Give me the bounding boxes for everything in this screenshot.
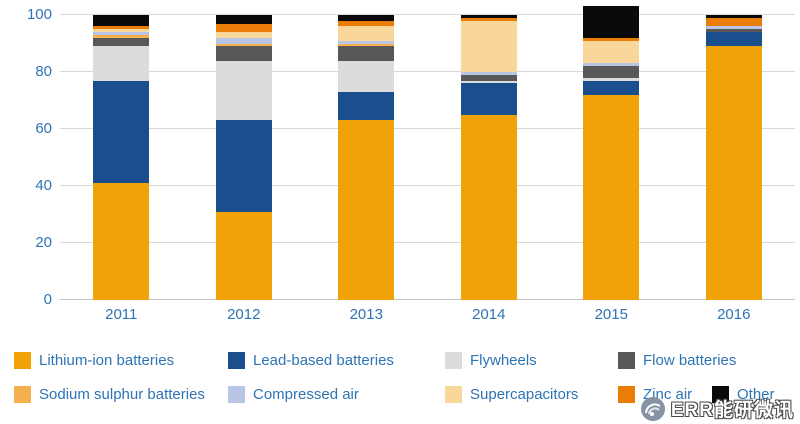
bar-segment-sodium-sulphur-batteries-2013 xyxy=(338,43,395,47)
bar-segment-supercapacitors-2011 xyxy=(93,29,150,33)
x-tick-label-2016: 2016 xyxy=(717,306,751,323)
legend-label-zinc-air: Zinc air xyxy=(643,386,693,403)
legend-item-flywheels: Flywheels xyxy=(445,352,537,369)
y-tick-label-60: 60 xyxy=(35,120,52,137)
legend-item-flow-batteries: Flow batteries xyxy=(618,352,736,369)
legend-label-compressed-air: Compressed air xyxy=(253,386,359,403)
legend-item-lithium-ion-batteries: Lithium-ion batteries xyxy=(14,352,174,369)
bar-segment-compressed-air-2013 xyxy=(338,40,395,44)
y-axis-labels: 0 20 40 60 80 100 xyxy=(0,6,52,308)
bar-segment-lead-based-batteries-2015 xyxy=(583,80,640,95)
bar-segment-compressed-air-2016 xyxy=(705,26,762,30)
y-tick-label-0: 0 xyxy=(43,291,52,308)
bar-segment-other-2013 xyxy=(338,15,395,21)
x-tick-label-2013: 2013 xyxy=(349,306,383,323)
legend-label-flow-batteries: Flow batteries xyxy=(643,352,737,369)
legend-swatch-sodium-sulphur-batteries xyxy=(14,386,31,403)
legend-label-other: Other xyxy=(737,386,775,403)
bar-segment-flywheels-2015 xyxy=(583,77,640,81)
bar-segment-flow-batteries-2013 xyxy=(338,46,395,61)
legend-swatch-lead-based-batteries xyxy=(228,352,245,369)
legend-label-lithium-ion-batteries: Lithium-ion batteries xyxy=(39,352,175,369)
legend-item-lead-based-batteries: Lead-based batteries xyxy=(228,352,394,369)
x-tick-label-2014: 2014 xyxy=(472,306,506,323)
x-axis-labels: 2011 2012 2013 2014 2015 2016 xyxy=(60,306,795,328)
legend-swatch-compressed-air xyxy=(228,386,245,403)
legend-swatch-flow-batteries xyxy=(618,352,635,369)
bar-segment-lead-based-batteries-2011 xyxy=(93,80,150,184)
bar-segment-flywheels-2014 xyxy=(460,80,517,84)
bar-segment-flow-batteries-2015 xyxy=(583,66,640,78)
bar-segment-flywheels-2013 xyxy=(338,60,395,92)
bar-segment-zinc-air-2011 xyxy=(93,26,150,30)
gridline-20 xyxy=(60,242,795,243)
x-tick-label-2015: 2015 xyxy=(594,306,628,323)
bar-segment-supercapacitors-2013 xyxy=(338,26,395,41)
bar-segment-lithium-ion-batteries-2012 xyxy=(215,211,272,300)
bar-segment-zinc-air-2014 xyxy=(460,17,517,21)
chart-legend: Lithium-ion batteries Lead-based batterie… xyxy=(0,348,800,424)
legend-label-sodium-sulphur-batteries: Sodium sulphur batteries xyxy=(39,386,205,403)
legend-item-sodium-sulphur-batteries: Sodium sulphur batteries xyxy=(14,386,205,403)
bar-segment-flywheels-2012 xyxy=(215,60,272,121)
gridline-40 xyxy=(60,185,795,186)
legend-label-supercapacitors: Supercapacitors xyxy=(470,386,579,403)
bar-segment-lithium-ion-batteries-2014 xyxy=(460,114,517,300)
bar-segment-supercapacitors-2012 xyxy=(215,32,272,38)
bar-segment-lithium-ion-batteries-2013 xyxy=(338,120,395,300)
bar-segment-other-2015 xyxy=(583,6,640,38)
bar-segment-flow-batteries-2011 xyxy=(93,37,150,47)
y-tick-label-20: 20 xyxy=(35,234,52,251)
bar-segment-lithium-ion-batteries-2015 xyxy=(583,94,640,300)
y-tick-label-40: 40 xyxy=(35,177,52,194)
legend-item-compressed-air: Compressed air xyxy=(228,386,359,403)
gridline-0 xyxy=(60,299,795,300)
bar-segment-supercapacitors-2014 xyxy=(460,20,517,72)
bar-segment-lead-based-batteries-2016 xyxy=(705,32,762,47)
bar-segment-compressed-air-2015 xyxy=(583,63,640,67)
bar-segment-flywheels-2011 xyxy=(93,46,150,81)
legend-swatch-other xyxy=(712,386,729,403)
bar-segment-flow-batteries-2014 xyxy=(460,74,517,81)
bar-segment-sodium-sulphur-batteries-2012 xyxy=(215,43,272,47)
bar-segment-lead-based-batteries-2013 xyxy=(338,91,395,121)
bar-segment-lead-based-batteries-2014 xyxy=(460,83,517,115)
y-tick-label-80: 80 xyxy=(35,63,52,80)
bar-segment-supercapacitors-2015 xyxy=(583,40,640,64)
bar-segment-other-2014 xyxy=(460,15,517,18)
bar-segment-zinc-air-2015 xyxy=(583,37,640,41)
legend-item-other: Other xyxy=(712,386,775,403)
bar-segment-compressed-air-2012 xyxy=(215,37,272,44)
legend-item-supercapacitors: Supercapacitors xyxy=(445,386,578,403)
legend-label-flywheels: Flywheels xyxy=(470,352,537,369)
bar-segment-zinc-air-2012 xyxy=(215,23,272,33)
bar-segment-other-2012 xyxy=(215,15,272,24)
bar-segment-other-2016 xyxy=(705,15,762,18)
legend-label-lead-based-batteries: Lead-based batteries xyxy=(253,352,394,369)
legend-swatch-supercapacitors xyxy=(445,386,462,403)
y-tick-label-100: 100 xyxy=(26,6,52,23)
legend-swatch-zinc-air xyxy=(618,386,635,403)
legend-item-zinc-air: Zinc air xyxy=(618,386,692,403)
bar-segment-flow-batteries-2016 xyxy=(705,29,762,33)
bar-segment-sodium-sulphur-batteries-2011 xyxy=(93,34,150,38)
gridline-100 xyxy=(60,14,795,15)
bar-segment-compressed-air-2014 xyxy=(460,72,517,75)
gridline-60 xyxy=(60,128,795,129)
bar-segment-flow-batteries-2012 xyxy=(215,46,272,61)
bar-segment-lithium-ion-batteries-2016 xyxy=(705,46,762,300)
legend-swatch-lithium-ion-batteries xyxy=(14,352,31,369)
bar-segment-lead-based-batteries-2012 xyxy=(215,120,272,212)
legend-swatch-flywheels xyxy=(445,352,462,369)
bar-segment-zinc-air-2013 xyxy=(338,20,395,27)
bar-segment-lithium-ion-batteries-2011 xyxy=(93,183,150,300)
x-tick-label-2012: 2012 xyxy=(227,306,261,323)
bar-segment-compressed-air-2011 xyxy=(93,32,150,35)
x-tick-label-2011: 2011 xyxy=(105,306,138,323)
bar-segment-other-2011 xyxy=(93,15,150,27)
gridline-80 xyxy=(60,71,795,72)
bar-segment-zinc-air-2016 xyxy=(705,17,762,27)
plot-area xyxy=(60,6,795,300)
